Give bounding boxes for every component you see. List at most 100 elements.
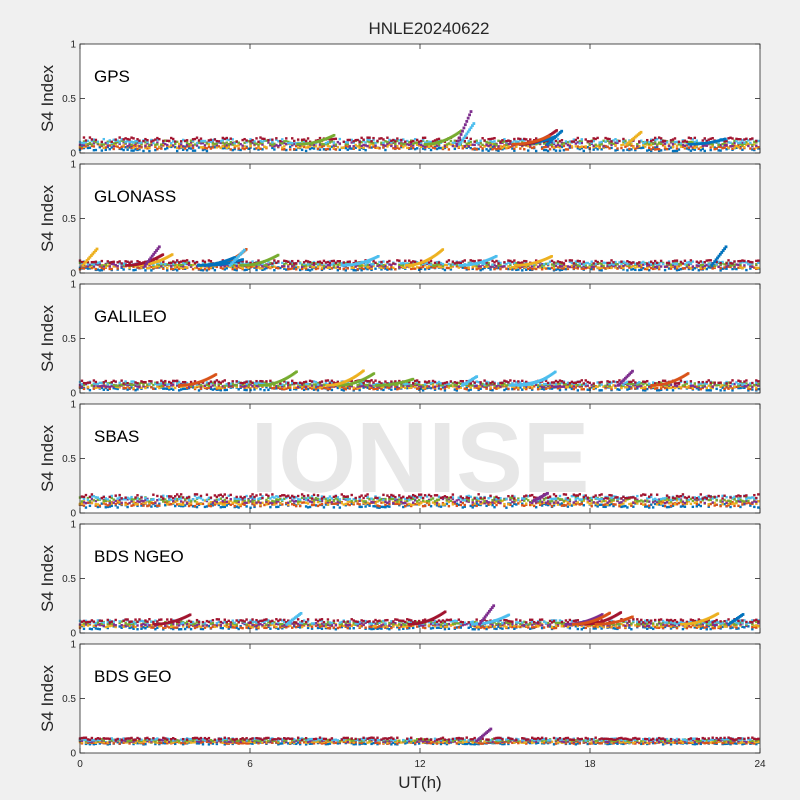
data-point — [92, 265, 96, 268]
data-point — [338, 260, 342, 263]
data-point — [566, 148, 570, 151]
data-point — [489, 265, 492, 269]
data-point — [134, 148, 137, 151]
data-point — [213, 382, 217, 386]
data-point — [370, 266, 373, 270]
data-point — [312, 262, 316, 265]
data-point — [620, 265, 623, 268]
data-point — [92, 142, 96, 145]
data-point — [509, 140, 512, 143]
data-point — [503, 382, 506, 385]
data-point — [675, 140, 679, 144]
data-point — [195, 144, 199, 147]
data-point — [560, 267, 564, 270]
data-point — [376, 264, 379, 267]
data-point — [291, 382, 294, 386]
data-point — [497, 149, 500, 152]
data-point — [80, 383, 84, 386]
data-point — [300, 385, 304, 388]
data-point — [314, 383, 318, 386]
data-point — [433, 264, 437, 267]
data-point — [388, 138, 391, 142]
data-point — [219, 386, 223, 389]
data-point — [663, 268, 667, 272]
data-point — [318, 148, 322, 151]
data-point — [102, 384, 105, 387]
data-point — [350, 266, 353, 269]
data-point — [653, 140, 657, 144]
data-point — [721, 260, 724, 264]
data-point — [741, 259, 744, 262]
data-point — [562, 262, 566, 265]
data-point — [263, 388, 266, 392]
data-point — [283, 147, 286, 151]
data-point — [695, 387, 699, 390]
data-point — [273, 145, 276, 148]
data-point — [160, 262, 163, 265]
data-point — [415, 387, 419, 390]
data-point — [586, 261, 589, 265]
data-point — [646, 387, 649, 391]
data-point — [447, 384, 451, 387]
data-point — [146, 383, 149, 386]
data-point — [215, 139, 219, 143]
data-point — [412, 260, 415, 263]
data-point — [437, 387, 441, 390]
data-point — [653, 259, 657, 263]
data-point — [729, 261, 732, 265]
data-point — [473, 140, 476, 143]
data-point — [257, 266, 260, 269]
data-point — [574, 384, 578, 387]
data-point — [556, 385, 560, 388]
data-point — [433, 145, 437, 149]
data-point — [705, 386, 708, 390]
data-point — [175, 384, 179, 387]
data-point — [168, 139, 171, 143]
data-point — [223, 137, 226, 141]
axes-background — [80, 44, 760, 153]
data-point — [467, 382, 470, 386]
data-point — [487, 263, 490, 266]
data-point — [555, 129, 558, 132]
data-point — [344, 388, 347, 391]
data-point — [412, 142, 415, 145]
data-point — [564, 265, 568, 268]
data-point — [362, 146, 365, 150]
data-point — [124, 146, 127, 149]
data-point — [360, 264, 363, 267]
data-point — [185, 386, 189, 390]
data-point — [116, 385, 119, 389]
data-point — [707, 138, 710, 141]
data-point — [285, 387, 288, 390]
data-point — [655, 146, 659, 150]
data-point — [294, 142, 298, 145]
data-point — [467, 266, 470, 269]
data-point — [402, 384, 405, 387]
data-point — [743, 141, 746, 144]
data-point — [390, 263, 393, 267]
data-point — [451, 260, 455, 263]
data-point — [435, 147, 439, 151]
data-point — [659, 381, 663, 385]
data-point — [166, 139, 169, 143]
data-point — [243, 147, 246, 151]
data-point — [145, 262, 148, 265]
data-point — [146, 140, 149, 144]
data-point — [358, 386, 361, 390]
data-point — [588, 262, 591, 266]
data-point — [469, 259, 472, 262]
data-point — [458, 142, 462, 146]
data-point — [677, 143, 681, 146]
data-point — [513, 259, 516, 262]
data-point — [447, 266, 451, 270]
data-point — [673, 384, 677, 387]
data-point — [423, 386, 427, 389]
data-point — [142, 385, 145, 388]
data-point — [483, 262, 486, 265]
data-point — [517, 386, 520, 390]
y-tick-label: 0.5 — [62, 94, 76, 105]
data-point — [757, 387, 760, 391]
data-point — [588, 266, 591, 269]
data-point — [737, 138, 740, 141]
data-point — [620, 262, 623, 265]
